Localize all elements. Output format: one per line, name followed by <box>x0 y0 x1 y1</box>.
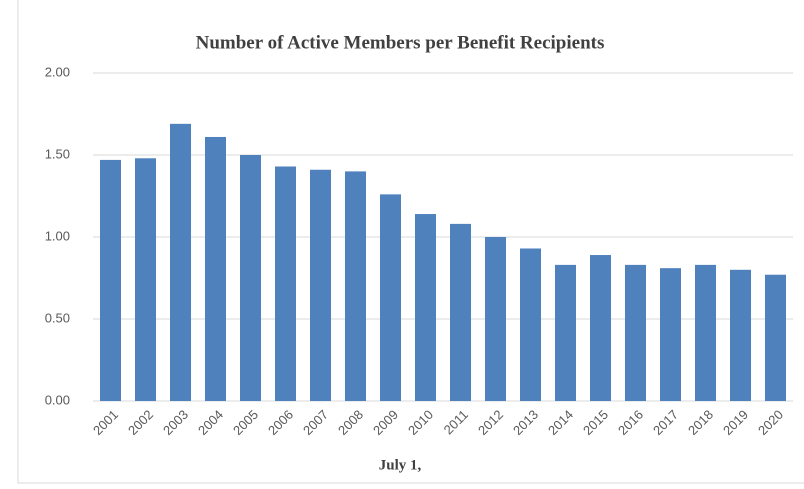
x-tick-label: 2007 <box>300 407 331 438</box>
x-tick-label: 2017 <box>650 407 681 438</box>
x-tick-label: 2004 <box>195 407 226 438</box>
bar <box>170 123 191 401</box>
bar <box>100 159 121 401</box>
x-tick-label: 2016 <box>615 407 646 438</box>
bar <box>660 268 681 401</box>
x-tick-label: 2009 <box>370 407 401 438</box>
y-tick-label: 0.50 <box>45 310 70 325</box>
bar <box>765 274 786 401</box>
y-tick-label: 1.50 <box>45 146 70 161</box>
bar <box>625 264 646 401</box>
bar <box>275 166 296 401</box>
x-tick-label: 2012 <box>475 407 506 438</box>
bar <box>135 158 156 401</box>
y-tick-label: 1.00 <box>45 228 70 243</box>
x-tick-label: 2001 <box>90 407 121 438</box>
bar <box>415 214 436 401</box>
x-tick-label: 2019 <box>720 407 751 438</box>
bar <box>450 223 471 401</box>
bar <box>205 136 226 401</box>
x-tick-label: 2013 <box>510 407 541 438</box>
bar <box>380 194 401 401</box>
x-tick-label: 2020 <box>755 407 786 438</box>
bar <box>485 237 506 401</box>
x-tick-label: 2003 <box>160 407 191 438</box>
x-tick-label: 2010 <box>405 407 436 438</box>
x-tick-label: 2002 <box>125 407 156 438</box>
x-tick-label: 2006 <box>265 407 296 438</box>
x-tick-label: 2011 <box>441 407 471 437</box>
bar <box>520 248 541 401</box>
chart-frame <box>17 0 804 484</box>
chart-title: Number of Active Members per Benefit Rec… <box>196 32 605 53</box>
x-tick-label: 2014 <box>545 407 576 438</box>
x-tick-label: 2005 <box>230 407 261 438</box>
bar <box>555 264 576 401</box>
x-tick-label: 2008 <box>335 407 366 438</box>
y-tick-label: 0.00 <box>45 392 70 407</box>
y-tick-label: 2.00 <box>45 64 70 79</box>
bar <box>695 264 716 401</box>
x-tick-label: 2018 <box>685 407 716 438</box>
bar <box>345 171 366 401</box>
x-axis-label: July 1, <box>379 457 422 473</box>
bar <box>240 155 261 401</box>
bar <box>730 269 751 401</box>
bar <box>310 169 331 401</box>
x-tick-label: 2015 <box>580 407 611 438</box>
bar <box>590 255 611 401</box>
